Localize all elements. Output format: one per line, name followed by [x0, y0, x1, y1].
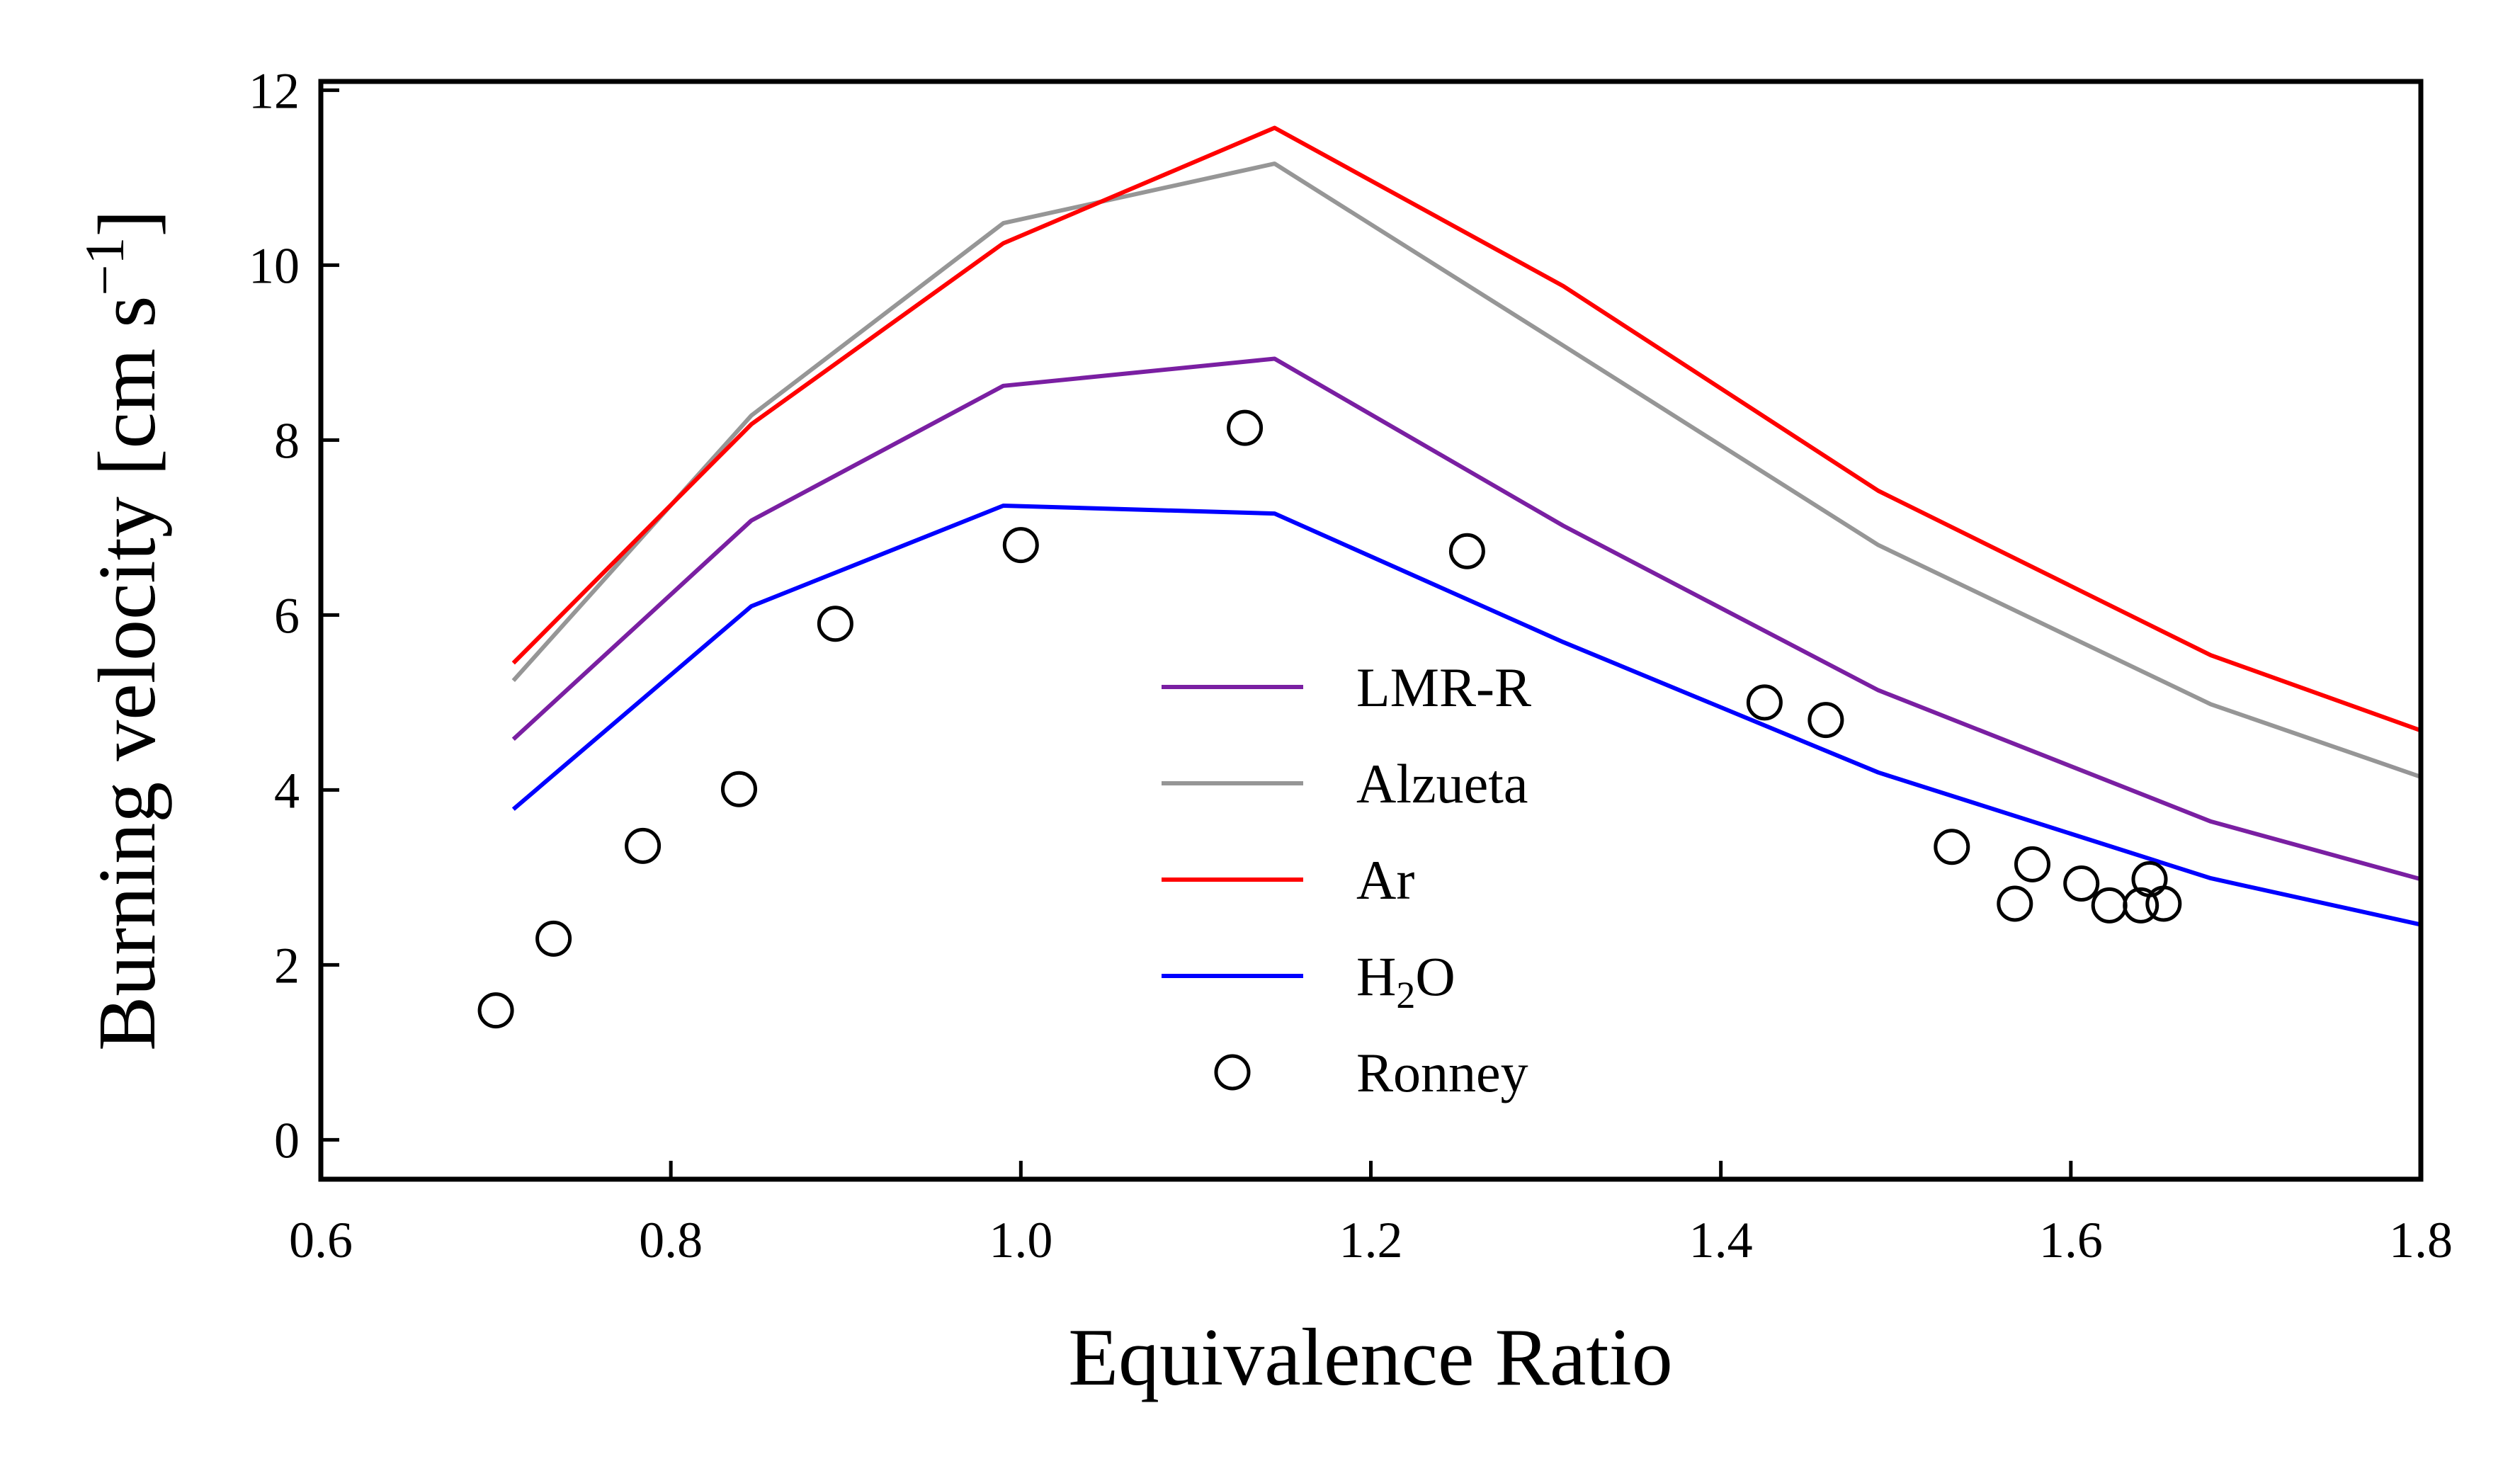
scatter-point-ronney — [2145, 885, 2182, 922]
scatter-point-ronney — [1934, 829, 1970, 865]
y-axis-title: Burning velocity [cm s−1] — [74, 210, 173, 1051]
scatter-point-ronney — [2091, 887, 2128, 924]
series-line-ar — [511, 125, 2422, 733]
x-tick-label: 0.6 — [289, 1212, 353, 1268]
scatter-point-ronney — [1448, 533, 1485, 569]
x-tick-label: 0.8 — [639, 1212, 703, 1268]
scatter-point-ronney — [1002, 527, 1039, 564]
y-tick-label: 6 — [274, 587, 300, 644]
series-line-alzueta — [511, 161, 2422, 779]
scatter-point-ronney — [2063, 865, 2100, 902]
scatter-point-ronney — [2123, 887, 2159, 924]
scatter-point-ronney — [1227, 409, 1264, 446]
x-axis-title: Equivalence Ratio — [1068, 1312, 1673, 1403]
legend-label-ronney: Ronney — [1356, 1042, 1528, 1103]
x-tick-label: 1.0 — [989, 1212, 1052, 1268]
y-tick-label: 2 — [274, 937, 300, 994]
series-line-lmr-r — [511, 356, 2422, 882]
x-tick-label: 1.8 — [2389, 1212, 2453, 1268]
scatter-point-ronney — [721, 771, 757, 807]
legend-label-ar: Ar — [1356, 849, 1414, 911]
legend-swatch-ronney — [1214, 1054, 1251, 1091]
x-tick-label: 1.4 — [1689, 1212, 1753, 1268]
y-axis-title-unit-sup: −1 — [74, 237, 135, 296]
y-tick-label: 4 — [274, 762, 300, 819]
y-tick-label: 8 — [274, 412, 300, 469]
series-line-h2o — [511, 504, 2422, 927]
y-axis-title-close: ] — [82, 210, 173, 237]
x-tick-label: 1.2 — [1339, 1212, 1403, 1268]
y-axis-title-main: Burning velocity [cm s — [82, 296, 173, 1051]
plot-frame — [318, 79, 2424, 1182]
scatter-point-ronney — [817, 606, 853, 642]
legend-label-lmr-r: LMR-R — [1356, 657, 1531, 718]
scatter-point-ronney — [1746, 684, 1783, 721]
y-tick-label: 12 — [249, 62, 300, 119]
scatter-point-ronney — [1807, 702, 1844, 739]
scatter-point-ronney — [625, 827, 662, 864]
scatter-point-ronney — [2014, 846, 2050, 882]
tick-layer: 0.6 0.8 1.0 1.2 1.4 1.6 1.8 0 2 4 6 8 10 12 — [249, 62, 2453, 1268]
y-tick-label: 0 — [274, 1112, 300, 1169]
scatter-point-ronney — [1997, 885, 2033, 922]
scatter-point-ronney — [535, 920, 572, 957]
legend: LMR-R Alzueta Ar H2O Ronney — [1162, 657, 1531, 1103]
scatter-point-ronney — [477, 992, 514, 1029]
plot-layer — [477, 125, 2422, 1029]
x-tick-label: 1.6 — [2039, 1212, 2103, 1268]
y-tick-label: 10 — [249, 237, 300, 294]
legend-label-h2o: H2O — [1356, 945, 1455, 1016]
legend-label-alzueta: Alzueta — [1356, 753, 1528, 814]
